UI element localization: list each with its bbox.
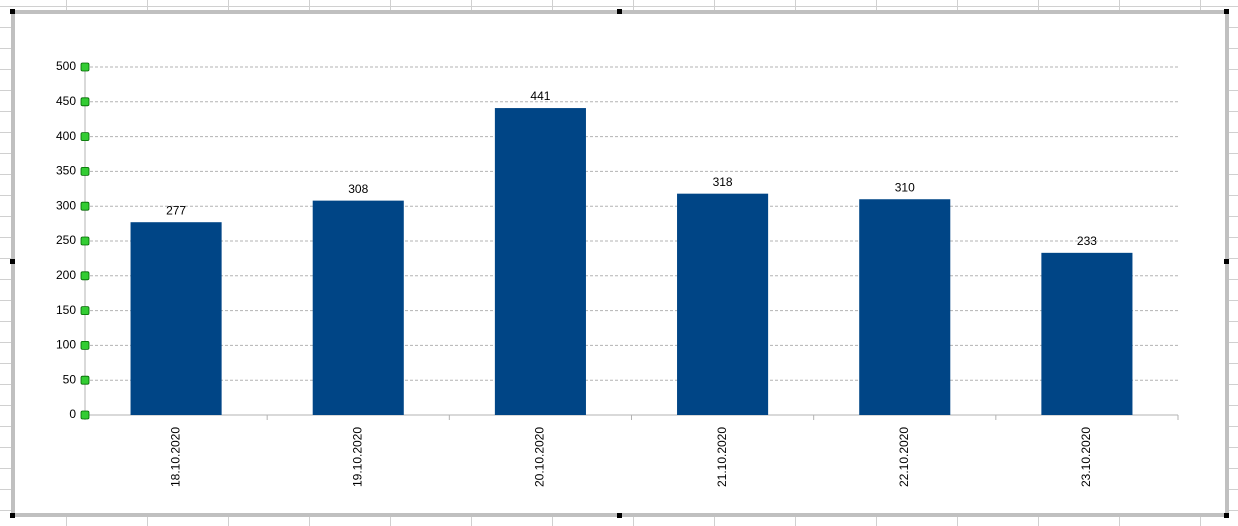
data-label: 441 <box>530 89 550 103</box>
x-tick-label: 20.10.2020 <box>533 427 547 487</box>
y-tick-label: 150 <box>56 303 76 317</box>
axis-handle <box>80 62 90 72</box>
axis-handle <box>80 132 90 142</box>
bar <box>859 199 951 415</box>
axis-handle <box>80 97 90 107</box>
data-label: 318 <box>713 175 733 189</box>
selection-handles <box>10 9 1229 518</box>
bar <box>312 200 404 415</box>
y-tick-label: 500 <box>56 59 76 73</box>
axis-handle <box>80 236 90 246</box>
y-tick-label: 100 <box>56 338 76 352</box>
axis-handle <box>80 201 90 211</box>
y-tick-label: 200 <box>56 268 76 282</box>
y-tick-label: 0 <box>69 407 76 421</box>
bar <box>494 108 586 416</box>
x-tick-label: 21.10.2020 <box>715 427 729 487</box>
y-tick-label: 50 <box>63 372 77 386</box>
y-tick-label: 350 <box>56 164 76 178</box>
axis-handle <box>80 271 90 281</box>
x-tick-label: 19.10.2020 <box>350 427 364 487</box>
bar <box>1041 252 1133 415</box>
y-tick-label: 250 <box>56 233 76 247</box>
x-tick-label: 23.10.2020 <box>1079 427 1093 487</box>
axis-handle <box>80 410 90 420</box>
y-tick-label: 450 <box>56 94 76 108</box>
data-label: 277 <box>166 203 186 217</box>
axis-handle <box>80 166 90 176</box>
y-tick-label: 400 <box>56 129 76 143</box>
axis-handle <box>80 340 90 350</box>
data-label: 310 <box>895 180 915 194</box>
axis-handle <box>80 306 90 316</box>
x-tick-label: 18.10.2020 <box>168 427 182 487</box>
data-label: 233 <box>1077 234 1097 248</box>
bar <box>130 222 222 415</box>
data-label: 308 <box>348 182 368 196</box>
axis-handle <box>80 375 90 385</box>
x-tick-label: 22.10.2020 <box>897 427 911 487</box>
y-tick-label: 300 <box>56 198 76 212</box>
bar <box>677 193 769 415</box>
